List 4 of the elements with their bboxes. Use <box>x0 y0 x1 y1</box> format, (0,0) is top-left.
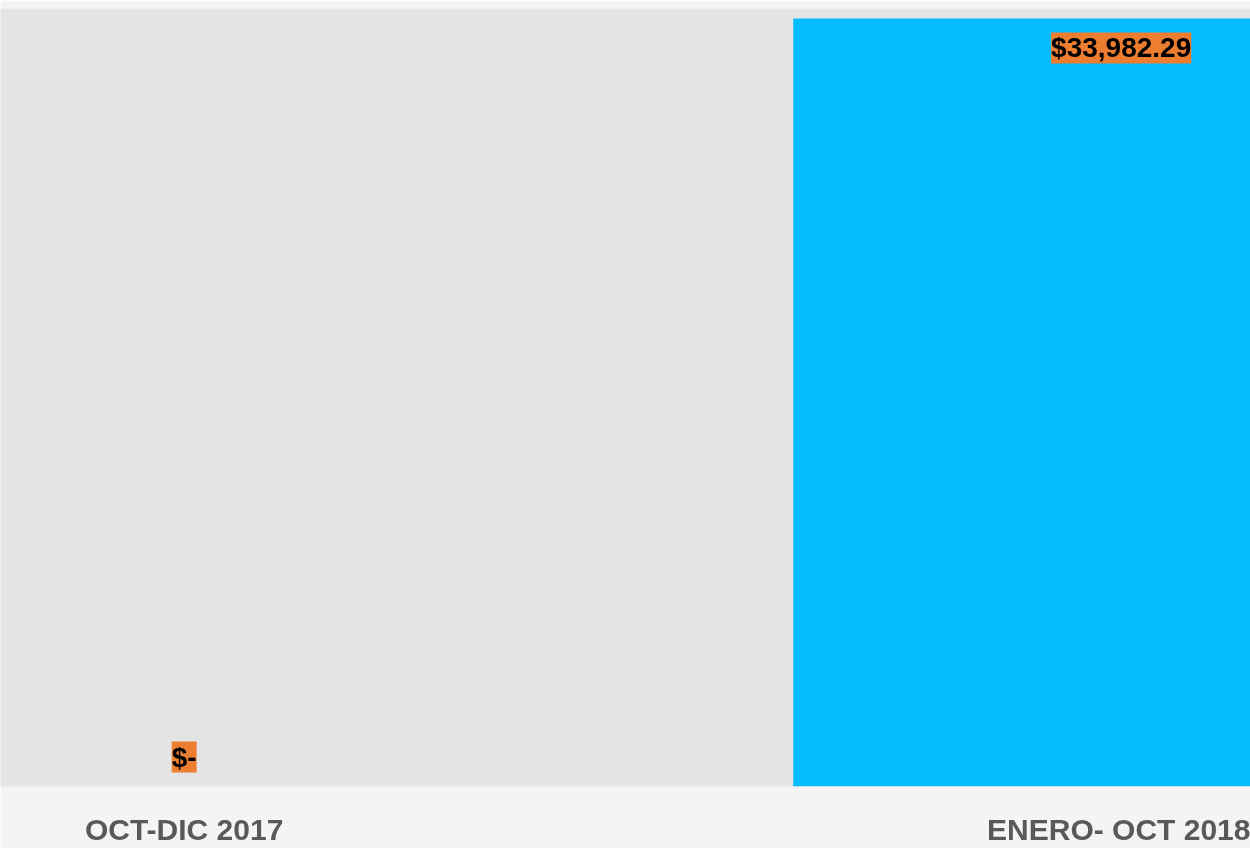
x-tick-label: OCT-DIC 2017 <box>84 812 284 846</box>
data-label: $- <box>171 741 197 773</box>
data-label: $33,982.29 <box>1051 32 1192 64</box>
x-tick-label: ENERO- OCT 2018 <box>987 812 1250 846</box>
